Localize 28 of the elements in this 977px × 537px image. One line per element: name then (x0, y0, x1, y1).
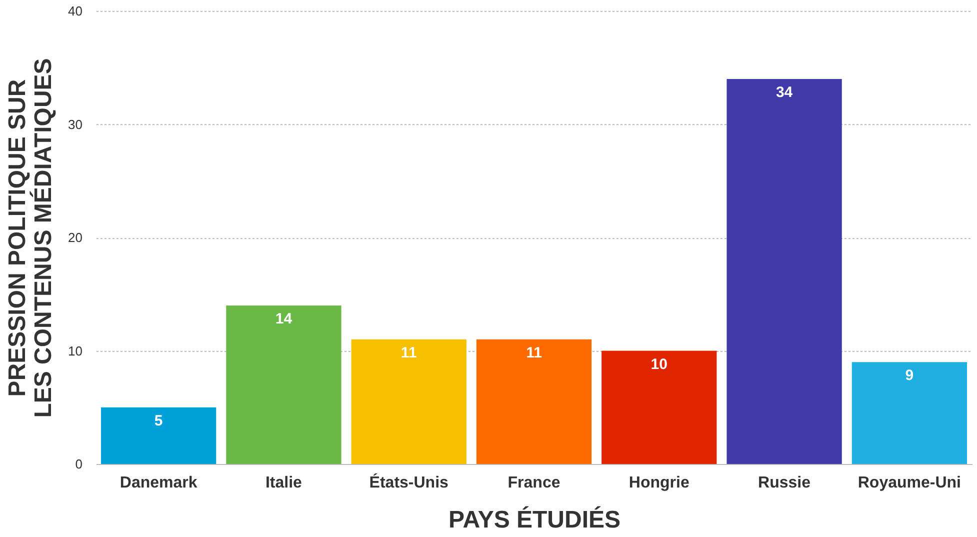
y-tick-label: 0 (75, 456, 82, 472)
data-label: 11 (400, 344, 417, 362)
x-tick-label: Hongrie (628, 474, 690, 492)
x-tick-label: Royaume-Uni (858, 474, 961, 492)
bar (226, 305, 342, 464)
data-label: 5 (154, 412, 163, 430)
y-tick-label: 30 (68, 116, 82, 132)
bar (602, 350, 717, 464)
bar (726, 78, 842, 464)
y-tick-label: 10 (68, 343, 82, 358)
y-tick-label: 20 (68, 230, 82, 245)
x-axis-title: PAYS ÉTUDIÉS (448, 506, 621, 534)
data-label: 11 (526, 344, 542, 362)
x-tick-label: Danemark (120, 474, 198, 492)
x-tick-label: France (508, 474, 560, 492)
data-label: 34 (776, 84, 794, 101)
x-tick-label: Italie (265, 474, 302, 492)
bar (101, 407, 216, 464)
y-tick-label: 40 (68, 4, 82, 18)
bar (476, 339, 592, 464)
bar (351, 339, 466, 464)
y-axis-title: PRESSION POLITIQUE SUR LES CONTENUS MÉDIATIQUES (4, 58, 58, 418)
data-label: 9 (905, 367, 914, 384)
data-label: 10 (650, 356, 668, 373)
bar (852, 362, 967, 464)
x-tick-label: États-Unis (369, 472, 449, 492)
data-label: 14 (275, 310, 293, 328)
x-tick-label: Russie (758, 474, 811, 492)
